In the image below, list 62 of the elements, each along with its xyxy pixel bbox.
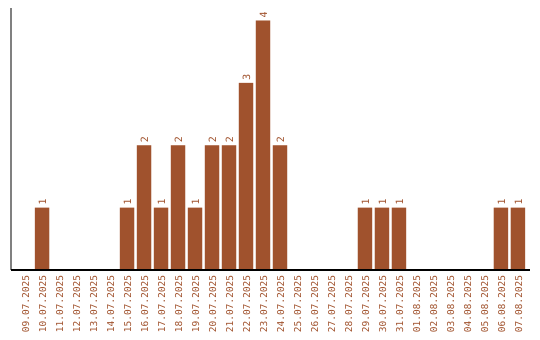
x-tick-label: 14.07.2025 [106,275,118,332]
x-tick-label: 26.07.2025 [310,275,321,332]
x-tick-label: 05.08.2025 [480,275,491,332]
x-tick-label: 01.08.2025 [412,275,423,332]
data-label: 1 [496,198,508,205]
bar [204,145,220,270]
x-tick-label: 06.08.2025 [496,275,508,332]
x-tick-label: 12.07.2025 [72,275,84,332]
bar [188,208,202,270]
data-label: 1 [123,198,134,205]
x-tick-label: 09.07.2025 [21,275,32,332]
x-tick-label: 11.07.2025 [55,275,66,332]
data-label: 2 [208,136,220,142]
x-tick-label: 24.07.2025 [276,275,287,332]
x-tick-label: 02.08.2025 [428,275,440,332]
x-tick-label: 22.07.2025 [242,275,254,332]
data-label: 1 [378,198,389,205]
bar [256,20,270,270]
bar [136,145,152,270]
bar [222,145,236,270]
data-label: 1 [394,198,406,205]
bar [34,208,50,270]
x-tick-label: 23.07.2025 [259,275,270,332]
bar [392,208,406,270]
x-tick-label: 07.08.2025 [514,275,525,332]
bar [494,208,508,270]
bar [154,208,168,270]
bar [358,208,372,270]
x-tick-label: 21.07.2025 [225,275,236,332]
bar [374,208,390,270]
x-tick-label: 15.07.2025 [123,275,134,332]
data-label: 1 [157,198,168,205]
x-tick-label: 04.08.2025 [462,275,474,332]
data-label: 1 [360,198,372,205]
bar [510,208,526,270]
data-label: 1 [191,198,202,205]
x-tick-label: 28.07.2025 [344,275,355,332]
bar [170,145,186,270]
x-tick-label: 03.08.2025 [446,275,457,332]
data-label: 2 [225,136,236,142]
x-tick-label: 10.07.2025 [38,275,50,332]
x-tick-label: 19.07.2025 [191,275,202,332]
x-tick-label: 20.07.2025 [208,275,220,332]
x-tick-label: 27.07.2025 [326,275,338,332]
data-label: 2 [174,136,186,142]
x-tick-label: 30.07.2025 [378,275,389,332]
data-label: 1 [514,198,525,205]
data-label: 2 [276,136,287,142]
bar [238,82,254,270]
x-tick-label: 13.07.2025 [89,275,100,332]
bar [120,208,134,270]
x-tick-label: 17.07.2025 [157,275,168,332]
x-tick-label: 31.07.2025 [394,275,406,332]
x-tick-label: 16.07.2025 [140,275,152,332]
data-label: 3 [242,74,254,80]
data-label: 1 [38,198,50,205]
x-tick-label: 18.07.2025 [174,275,186,332]
x-tick-label: 25.07.2025 [292,275,304,332]
bar [272,145,288,270]
x-tick-label: 29.07.2025 [360,275,372,332]
data-label: 2 [140,136,152,142]
data-label: 4 [259,11,270,18]
